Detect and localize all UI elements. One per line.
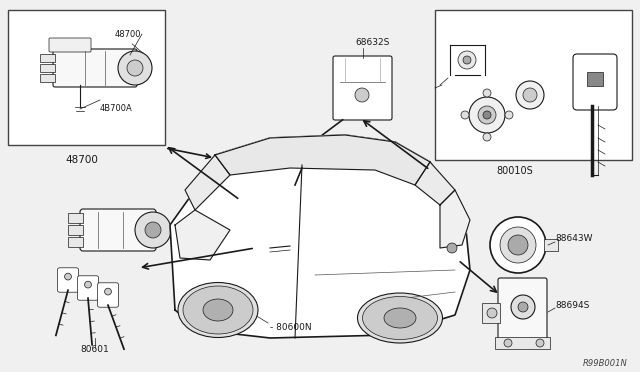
Circle shape — [487, 308, 497, 318]
Circle shape — [478, 106, 496, 124]
Circle shape — [505, 111, 513, 119]
Circle shape — [135, 212, 171, 248]
Circle shape — [463, 56, 471, 64]
Bar — [8, 10, 165, 145]
Polygon shape — [415, 162, 455, 205]
Bar — [40, 54, 55, 62]
Text: R99B001N: R99B001N — [583, 359, 628, 368]
Circle shape — [127, 60, 143, 76]
Ellipse shape — [358, 293, 442, 343]
Circle shape — [504, 339, 512, 347]
Ellipse shape — [183, 286, 253, 334]
Text: 80601: 80601 — [81, 345, 109, 354]
Circle shape — [461, 111, 469, 119]
Text: - 80600N: - 80600N — [270, 323, 312, 332]
Bar — [68, 225, 83, 235]
FancyBboxPatch shape — [498, 278, 547, 347]
Bar — [587, 72, 603, 86]
Circle shape — [508, 235, 528, 255]
Bar — [495, 337, 550, 349]
Circle shape — [536, 339, 544, 347]
Circle shape — [518, 302, 528, 312]
Polygon shape — [170, 135, 470, 338]
Circle shape — [469, 97, 505, 133]
Circle shape — [84, 281, 92, 288]
Circle shape — [145, 222, 161, 238]
Circle shape — [447, 243, 457, 253]
Circle shape — [483, 133, 491, 141]
Text: 48700: 48700 — [115, 29, 141, 38]
Polygon shape — [185, 155, 230, 210]
Bar — [544, 239, 558, 251]
Circle shape — [355, 88, 369, 102]
FancyBboxPatch shape — [58, 268, 79, 292]
Text: 48700: 48700 — [65, 155, 99, 165]
Text: 88694S: 88694S — [555, 301, 589, 310]
Polygon shape — [215, 135, 430, 185]
Circle shape — [511, 295, 535, 319]
Circle shape — [490, 217, 546, 273]
Bar — [435, 10, 632, 160]
Bar — [68, 213, 83, 223]
FancyBboxPatch shape — [185, 286, 235, 324]
Ellipse shape — [203, 299, 233, 321]
FancyBboxPatch shape — [53, 49, 137, 87]
Circle shape — [516, 81, 544, 109]
Polygon shape — [440, 190, 470, 248]
Circle shape — [483, 89, 491, 97]
Text: 68632S: 68632S — [355, 38, 389, 46]
FancyBboxPatch shape — [77, 276, 99, 300]
Text: 80010S: 80010S — [497, 166, 533, 176]
Circle shape — [458, 51, 476, 69]
FancyBboxPatch shape — [49, 38, 91, 52]
Bar — [482, 303, 500, 323]
Circle shape — [104, 288, 111, 295]
Circle shape — [500, 227, 536, 263]
Circle shape — [65, 273, 72, 280]
Ellipse shape — [362, 296, 438, 340]
FancyBboxPatch shape — [573, 54, 617, 110]
Circle shape — [118, 51, 152, 85]
Ellipse shape — [178, 282, 258, 337]
Bar — [202, 299, 216, 311]
Circle shape — [483, 111, 491, 119]
Circle shape — [523, 88, 537, 102]
Bar — [40, 74, 55, 82]
Bar — [40, 64, 55, 72]
FancyBboxPatch shape — [333, 56, 392, 120]
Text: 88643W: 88643W — [555, 234, 593, 243]
Bar — [68, 237, 83, 247]
FancyBboxPatch shape — [97, 283, 118, 307]
Text: 4B700A: 4B700A — [100, 103, 132, 112]
Ellipse shape — [384, 308, 416, 328]
Polygon shape — [175, 210, 230, 260]
FancyBboxPatch shape — [80, 209, 156, 251]
